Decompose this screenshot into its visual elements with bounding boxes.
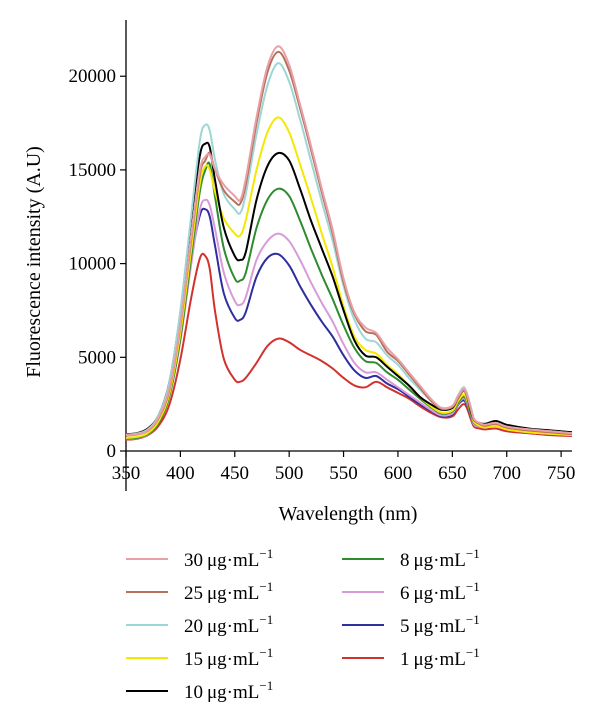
legend-entry-value: 5 <box>400 616 410 637</box>
legend-entry-exponent: −1 <box>259 612 273 627</box>
series-line-15-ug-ml <box>125 116 573 439</box>
legend-entry-exponent: −1 <box>466 645 480 660</box>
legend-entry-exponent: −1 <box>466 579 480 594</box>
legend-entry-exponent: −1 <box>259 579 273 594</box>
legend-entry-value: 30 <box>184 550 203 571</box>
legend-entry-15: 15 μg·mL−1 <box>184 645 273 670</box>
legend-entry-5: 5 μg·mL−1 <box>400 612 480 637</box>
legend-entry-unit: μg·mL <box>207 616 259 637</box>
legend-entry-value: 8 <box>400 550 410 571</box>
x-tick-label: 750 <box>547 463 576 484</box>
y-ticks: 0 5000 10000 15000 20000 <box>69 66 126 462</box>
legend-entry-10: 10 μg·mL−1 <box>184 678 273 703</box>
legend-entry-1: 1 μg·mL−1 <box>400 645 480 670</box>
y-tick-label: 20000 <box>69 66 117 87</box>
legend-entry-unit: μg·mL <box>414 550 466 571</box>
y-tick-label: 0 <box>107 441 117 462</box>
x-tick-label: 350 <box>112 463 141 484</box>
legend-entry-unit: μg·mL <box>207 583 259 604</box>
legend-entry-20: 20 μg·mL−1 <box>184 612 273 637</box>
legend-entry-value: 25 <box>184 583 203 604</box>
x-ticks: 350 400 450 500 550 600 650 700 750 <box>112 451 576 484</box>
series-line-1-ug-ml <box>125 252 573 441</box>
x-tick-label: 450 <box>221 463 250 484</box>
legend-entry-value: 1 <box>400 649 410 670</box>
x-tick-label: 500 <box>275 463 304 484</box>
series-lines <box>125 45 573 441</box>
legend-entry-unit: μg·mL <box>414 649 466 670</box>
y-tick-label: 5000 <box>78 347 116 368</box>
x-tick-label: 600 <box>384 463 413 484</box>
legend-entry-exponent: −1 <box>466 546 480 561</box>
x-axis-title: Wavelength (nm) <box>279 503 418 525</box>
legend-entry-value: 10 <box>184 682 203 703</box>
legend-entry-exponent: −1 <box>259 645 273 660</box>
x-tick-label: 650 <box>438 463 467 484</box>
y-axis-title: Fluorescence intensity (A.U) <box>23 146 45 378</box>
legend-entry-value: 20 <box>184 616 203 637</box>
legend-entry-exponent: −1 <box>466 612 480 627</box>
legend-entry-exponent: −1 <box>259 678 273 693</box>
legend: 30 μg·mL−125 μg·mL−120 μg·mL−115 μg·mL−110 μg… <box>126 546 480 703</box>
legend-entry-6: 6 μg·mL−1 <box>400 579 480 604</box>
legend-entry-value: 6 <box>400 583 410 604</box>
y-tick-label: 15000 <box>69 160 117 181</box>
axes <box>125 20 572 491</box>
x-tick-label: 400 <box>166 463 195 484</box>
legend-entry-unit: μg·mL <box>414 616 466 637</box>
legend-entry-exponent: −1 <box>259 546 273 561</box>
legend-entry-unit: μg·mL <box>207 550 259 571</box>
x-tick-label: 550 <box>329 463 358 484</box>
legend-entry-25: 25 μg·mL−1 <box>184 579 273 604</box>
y-tick-label: 10000 <box>69 254 117 275</box>
legend-entry-30: 30 μg·mL−1 <box>184 546 273 571</box>
legend-entry-unit: μg·mL <box>207 682 259 703</box>
legend-entry-unit: μg·mL <box>207 649 259 670</box>
legend-entry-value: 15 <box>184 649 203 670</box>
legend-entry-8: 8 μg·mL−1 <box>400 546 480 571</box>
legend-entry-unit: μg·mL <box>414 583 466 604</box>
series-line-30-ug-ml <box>125 45 573 437</box>
x-tick-label: 700 <box>492 463 521 484</box>
